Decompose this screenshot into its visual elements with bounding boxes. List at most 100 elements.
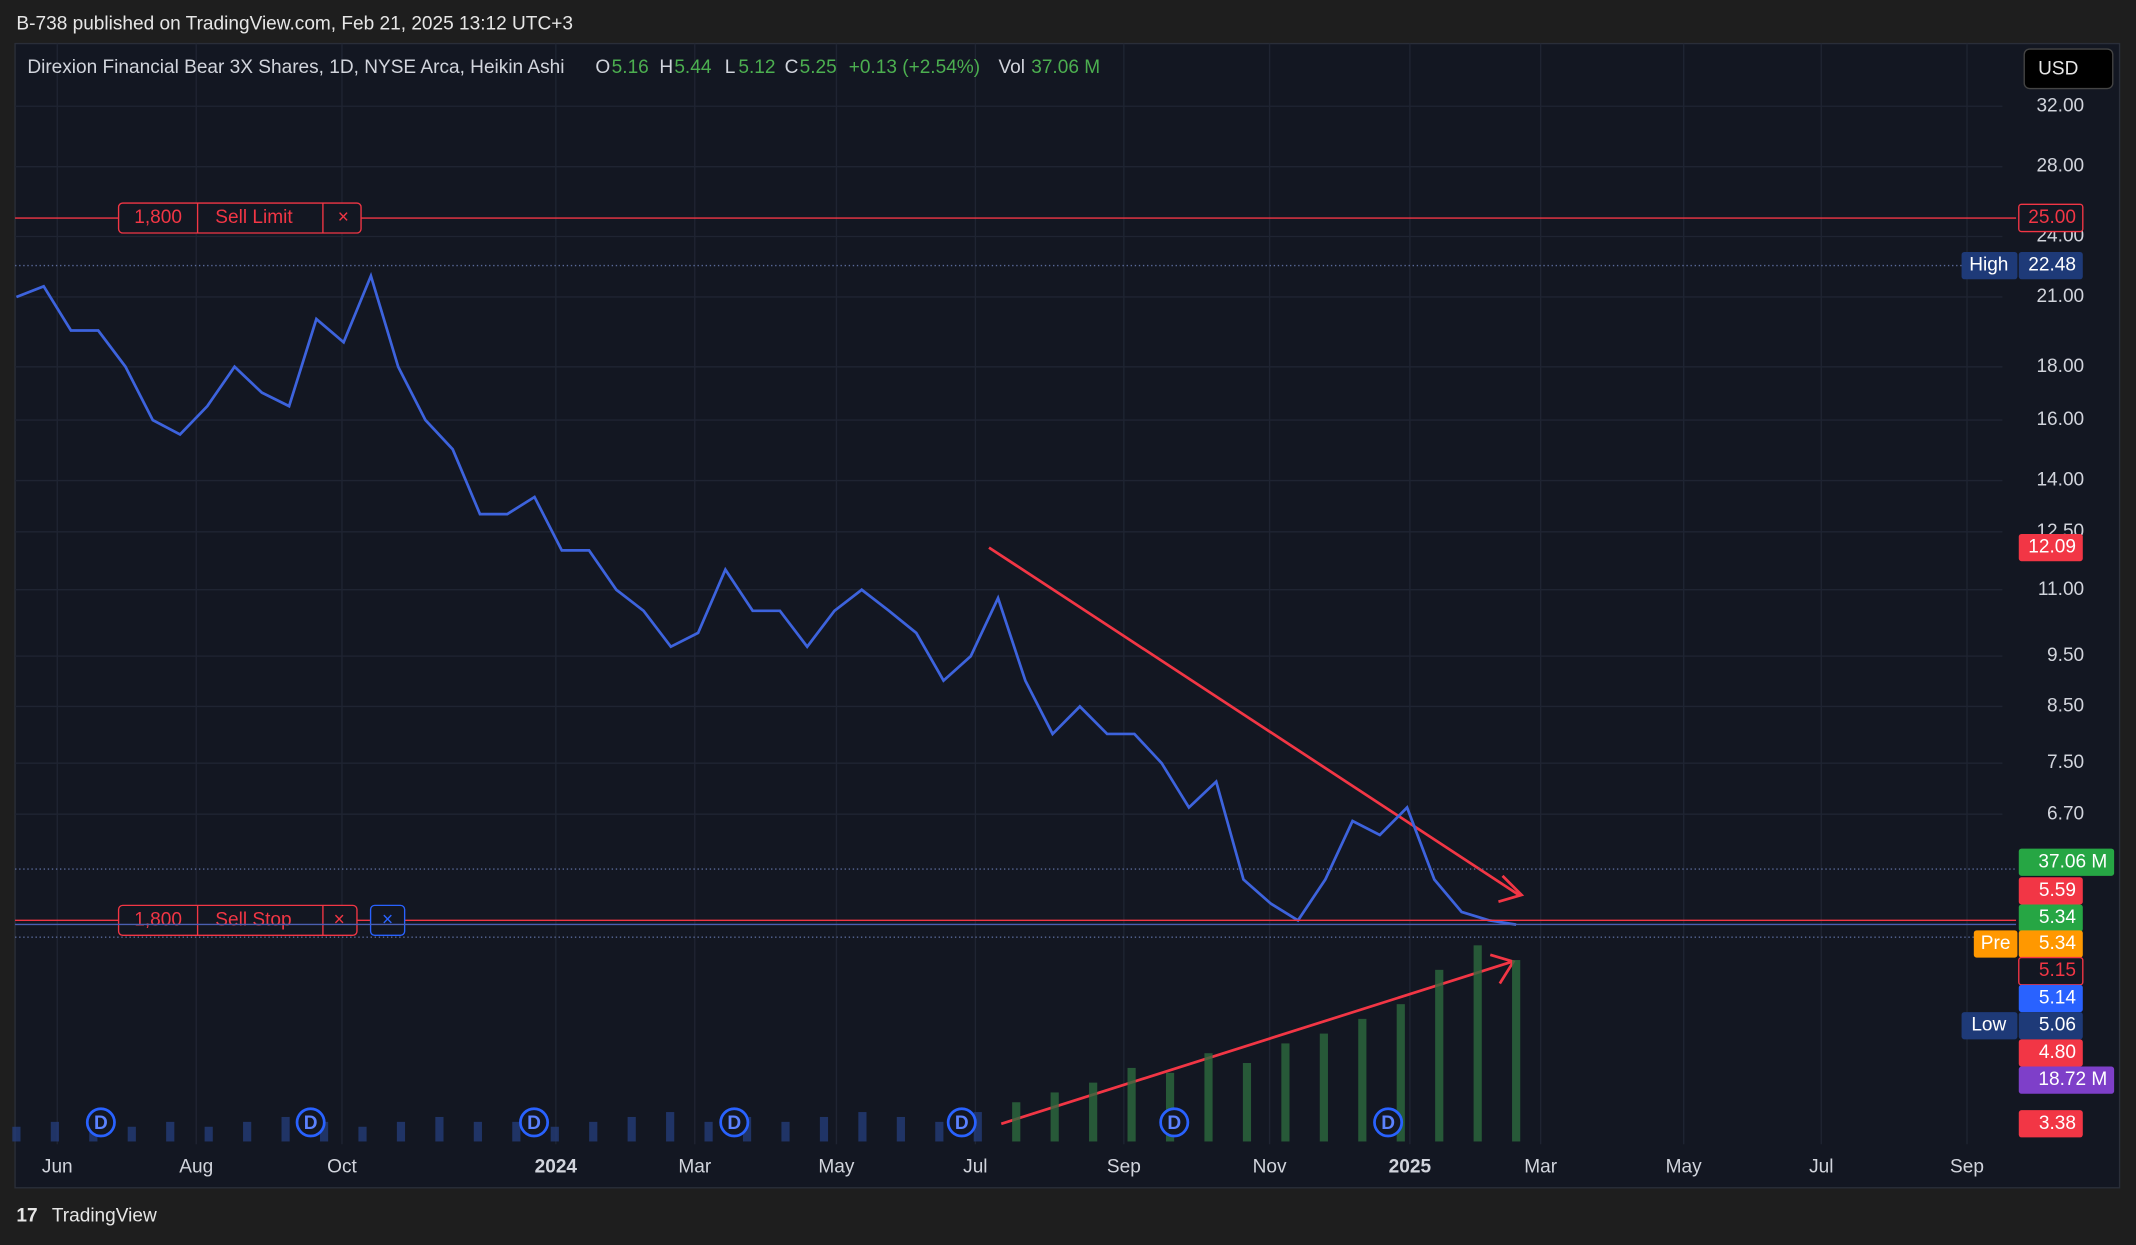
legend-item: O xyxy=(595,57,610,78)
time-tick-label: Oct xyxy=(327,1156,357,1177)
time-tick-label: Sep xyxy=(1950,1156,1984,1177)
time-tick-label: Jul xyxy=(963,1156,987,1177)
price-badge xyxy=(2018,930,2083,958)
price-tag-text: Low xyxy=(1971,1015,2006,1036)
dividend-marker[interactable] xyxy=(519,1107,550,1138)
volume-bar xyxy=(50,1121,59,1142)
price-tag xyxy=(1973,930,2018,958)
volume-bar xyxy=(819,1116,829,1142)
legend-item: +0.13 (+2.54%) xyxy=(849,57,980,78)
time-tick-label: 2025 xyxy=(1389,1156,1432,1177)
price-badge-text: 25.00 xyxy=(2028,207,2076,228)
volume-bar xyxy=(512,1121,521,1142)
price-tick-label: 18.00 xyxy=(2036,356,2084,377)
price-tick-label: 9.50 xyxy=(2047,645,2084,666)
order-qty: 1,800 xyxy=(134,909,182,930)
price-badge-text: 37.06 M xyxy=(2038,851,2107,872)
legend-item: C xyxy=(785,57,799,78)
time-tick-label: Jun xyxy=(42,1156,73,1177)
volume-bar xyxy=(358,1126,367,1142)
volume-bar xyxy=(896,1116,905,1142)
price-badge xyxy=(2018,848,2115,876)
price-badge-text: 4.80 xyxy=(2039,1042,2076,1063)
legend-item: Vol xyxy=(999,57,1026,78)
order-cancel[interactable]: × xyxy=(338,207,349,228)
price-tick-label: 21.00 xyxy=(2036,286,2084,307)
price-badge-text: 5.34 xyxy=(2039,933,2076,954)
volume-bar xyxy=(1473,945,1482,1142)
arrow-head xyxy=(1498,874,1525,904)
volume-bar xyxy=(1127,1067,1136,1142)
volume-bar xyxy=(473,1121,482,1142)
volume-bar xyxy=(1204,1053,1213,1142)
price-badge xyxy=(2018,984,2083,1013)
volume-bar xyxy=(1281,1043,1290,1142)
volume-bar xyxy=(1319,1033,1328,1142)
price-badge xyxy=(2018,251,2083,280)
logo: 17 xyxy=(16,1205,37,1226)
legend-item: 5.16 xyxy=(612,57,649,78)
time-tick-label: Nov xyxy=(1253,1156,1287,1177)
price-badge-text: 3.38 xyxy=(2039,1113,2076,1134)
volume-bar xyxy=(12,1126,21,1142)
dividend-marker[interactable] xyxy=(1373,1107,1404,1138)
time-tick-label: May xyxy=(1666,1156,1702,1177)
volume-bar xyxy=(319,1121,329,1142)
order-cancel-box[interactable] xyxy=(369,904,406,937)
time-tick-label: May xyxy=(818,1156,854,1177)
volume-bar xyxy=(204,1126,213,1142)
volume-bar xyxy=(281,1116,290,1142)
price-badge xyxy=(2018,1039,2083,1067)
dividend-marker[interactable] xyxy=(1159,1107,1190,1138)
price-tick-label: 32.00 xyxy=(2036,95,2084,116)
volume-bar xyxy=(858,1112,867,1142)
time-tick-label: Aug xyxy=(179,1156,213,1177)
price-badge xyxy=(2018,1066,2115,1094)
publish-info: B-738 published on TradingView.com, Feb … xyxy=(16,14,573,35)
volume-bar xyxy=(243,1121,252,1142)
dividend-marker[interactable] xyxy=(946,1107,977,1138)
order-cancel[interactable]: × xyxy=(334,909,345,930)
volume-bar xyxy=(435,1116,444,1142)
price-tick-label: 28.00 xyxy=(2036,156,2084,177)
order-type: Sell Limit xyxy=(215,207,293,228)
price-tick-label: 14.00 xyxy=(2036,470,2084,491)
dividend-marker[interactable] xyxy=(295,1107,326,1138)
dividend-label: D xyxy=(304,1113,318,1134)
volume-bar xyxy=(1435,969,1444,1142)
price-tag-text: High xyxy=(1969,255,2008,276)
legend-item: Direxion Financial Bear 3X Shares, 1D, N… xyxy=(27,57,564,78)
price-badge-text: 5.14 xyxy=(2039,987,2076,1008)
dividend-label: D xyxy=(727,1113,741,1134)
order-cancel[interactable]: × xyxy=(382,909,393,930)
time-tick-label: 2024 xyxy=(535,1156,578,1177)
price-tag-text: Pre xyxy=(1981,933,2011,954)
dividend-label: D xyxy=(955,1113,969,1134)
currency[interactable]: USD xyxy=(2038,59,2078,80)
time-tick-label: Mar xyxy=(678,1156,711,1177)
dividend-marker[interactable] xyxy=(719,1107,750,1138)
dividend-label: D xyxy=(1381,1113,1395,1134)
price-badge-text: 22.48 xyxy=(2028,255,2076,276)
volume-bar xyxy=(666,1112,675,1142)
volume-bar xyxy=(1089,1082,1098,1142)
volume-bar xyxy=(1242,1063,1252,1142)
price-badge xyxy=(2018,203,2084,233)
legend-item: 5.44 xyxy=(674,57,711,78)
order-box xyxy=(117,904,358,937)
currency-button[interactable] xyxy=(2023,48,2114,90)
volume-bar xyxy=(166,1121,175,1142)
trend-line xyxy=(1000,960,1513,1126)
order-type: Sell Stop xyxy=(215,909,291,930)
price-badge-text: 5.34 xyxy=(2039,907,2076,928)
legend-item: 37.06 M xyxy=(1031,57,1100,78)
volume-bar xyxy=(935,1121,944,1142)
price-badge-text: 5.15 xyxy=(2039,960,2076,981)
legend-item: H xyxy=(659,57,673,78)
price-badge xyxy=(2018,1110,2083,1138)
dividend-label: D xyxy=(527,1113,541,1134)
dividend-marker[interactable] xyxy=(85,1107,116,1138)
volume-bar xyxy=(1050,1092,1059,1142)
footer-brand: TradingView xyxy=(52,1205,157,1226)
